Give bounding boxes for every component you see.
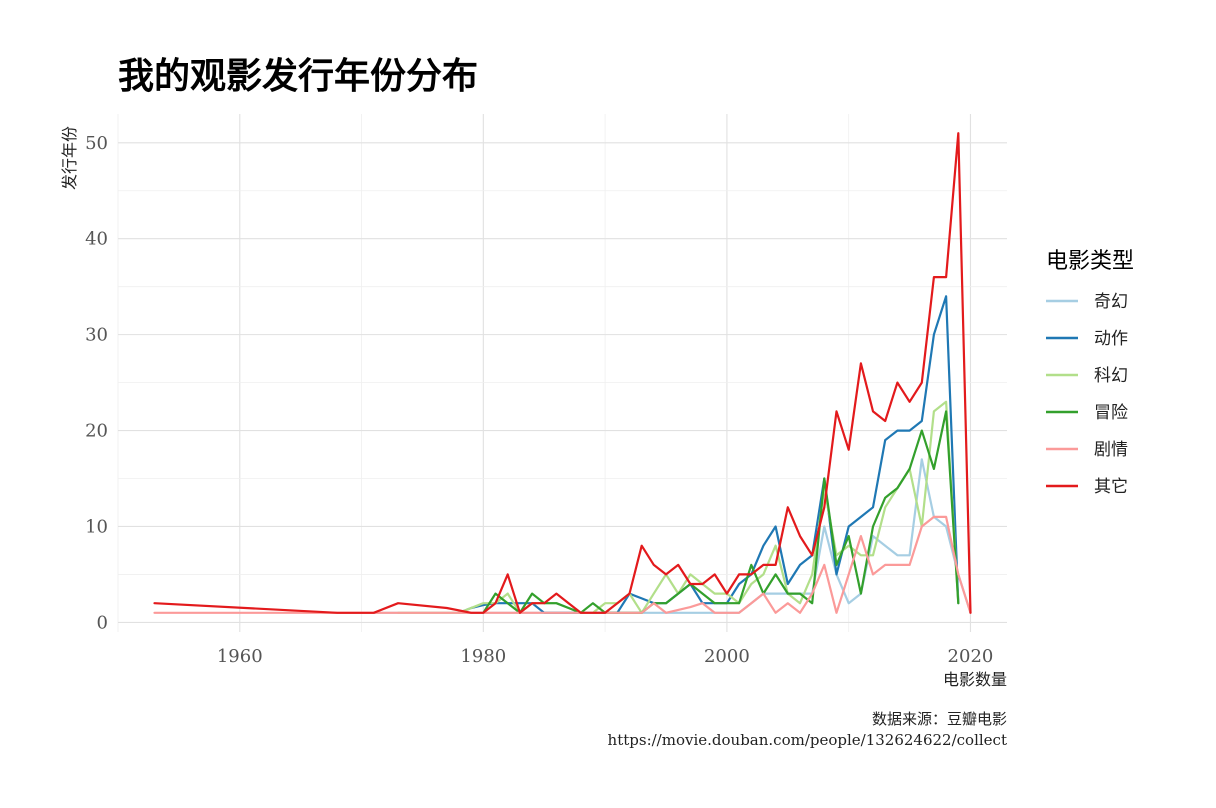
legend-label-4: 冒险 [1094, 403, 1128, 423]
legend-label-5: 剧情 [1094, 440, 1128, 460]
series-line-3 [397, 400, 960, 614]
x-tick-labels: 1960 1980 2000 2020 [217, 646, 993, 667]
x-axis-title: 电影数量 [943, 670, 1007, 689]
y-tick-label: 10 [85, 516, 108, 537]
x-tick-label: 1960 [217, 646, 263, 667]
x-tick-label: 2000 [704, 646, 750, 667]
legend-label-2: 动作 [1094, 329, 1128, 349]
y-tick-label: 50 [85, 133, 108, 154]
caption-source: 数据来源：豆瓣电影 [872, 710, 1007, 728]
y-tick-label: 30 [85, 325, 108, 346]
y-tick-labels: 0 10 20 30 40 50 [85, 133, 108, 634]
legend-label-6: 其它 [1094, 477, 1128, 497]
y-tick-label: 20 [85, 421, 108, 442]
series-group [153, 132, 972, 614]
y-tick-label: 40 [85, 229, 108, 250]
legend-label-3: 科幻 [1094, 366, 1128, 386]
series-line-4 [482, 410, 960, 614]
legend-label-1: 奇幻 [1094, 292, 1128, 312]
legend-title: 电影类型 [1046, 249, 1134, 274]
series-line-2 [457, 295, 960, 614]
chart-title: 我的观影发行年份分布 [118, 55, 478, 97]
series-line-1 [372, 458, 972, 614]
x-tick-label: 1980 [460, 646, 506, 667]
y-tick-label: 0 [97, 612, 108, 633]
caption-url: https://movie.douban.com/people/13262462… [608, 731, 1007, 749]
x-tick-label: 2020 [948, 646, 994, 667]
series-line-6 [153, 132, 972, 614]
y-axis-title: 发行年份 [60, 126, 79, 190]
